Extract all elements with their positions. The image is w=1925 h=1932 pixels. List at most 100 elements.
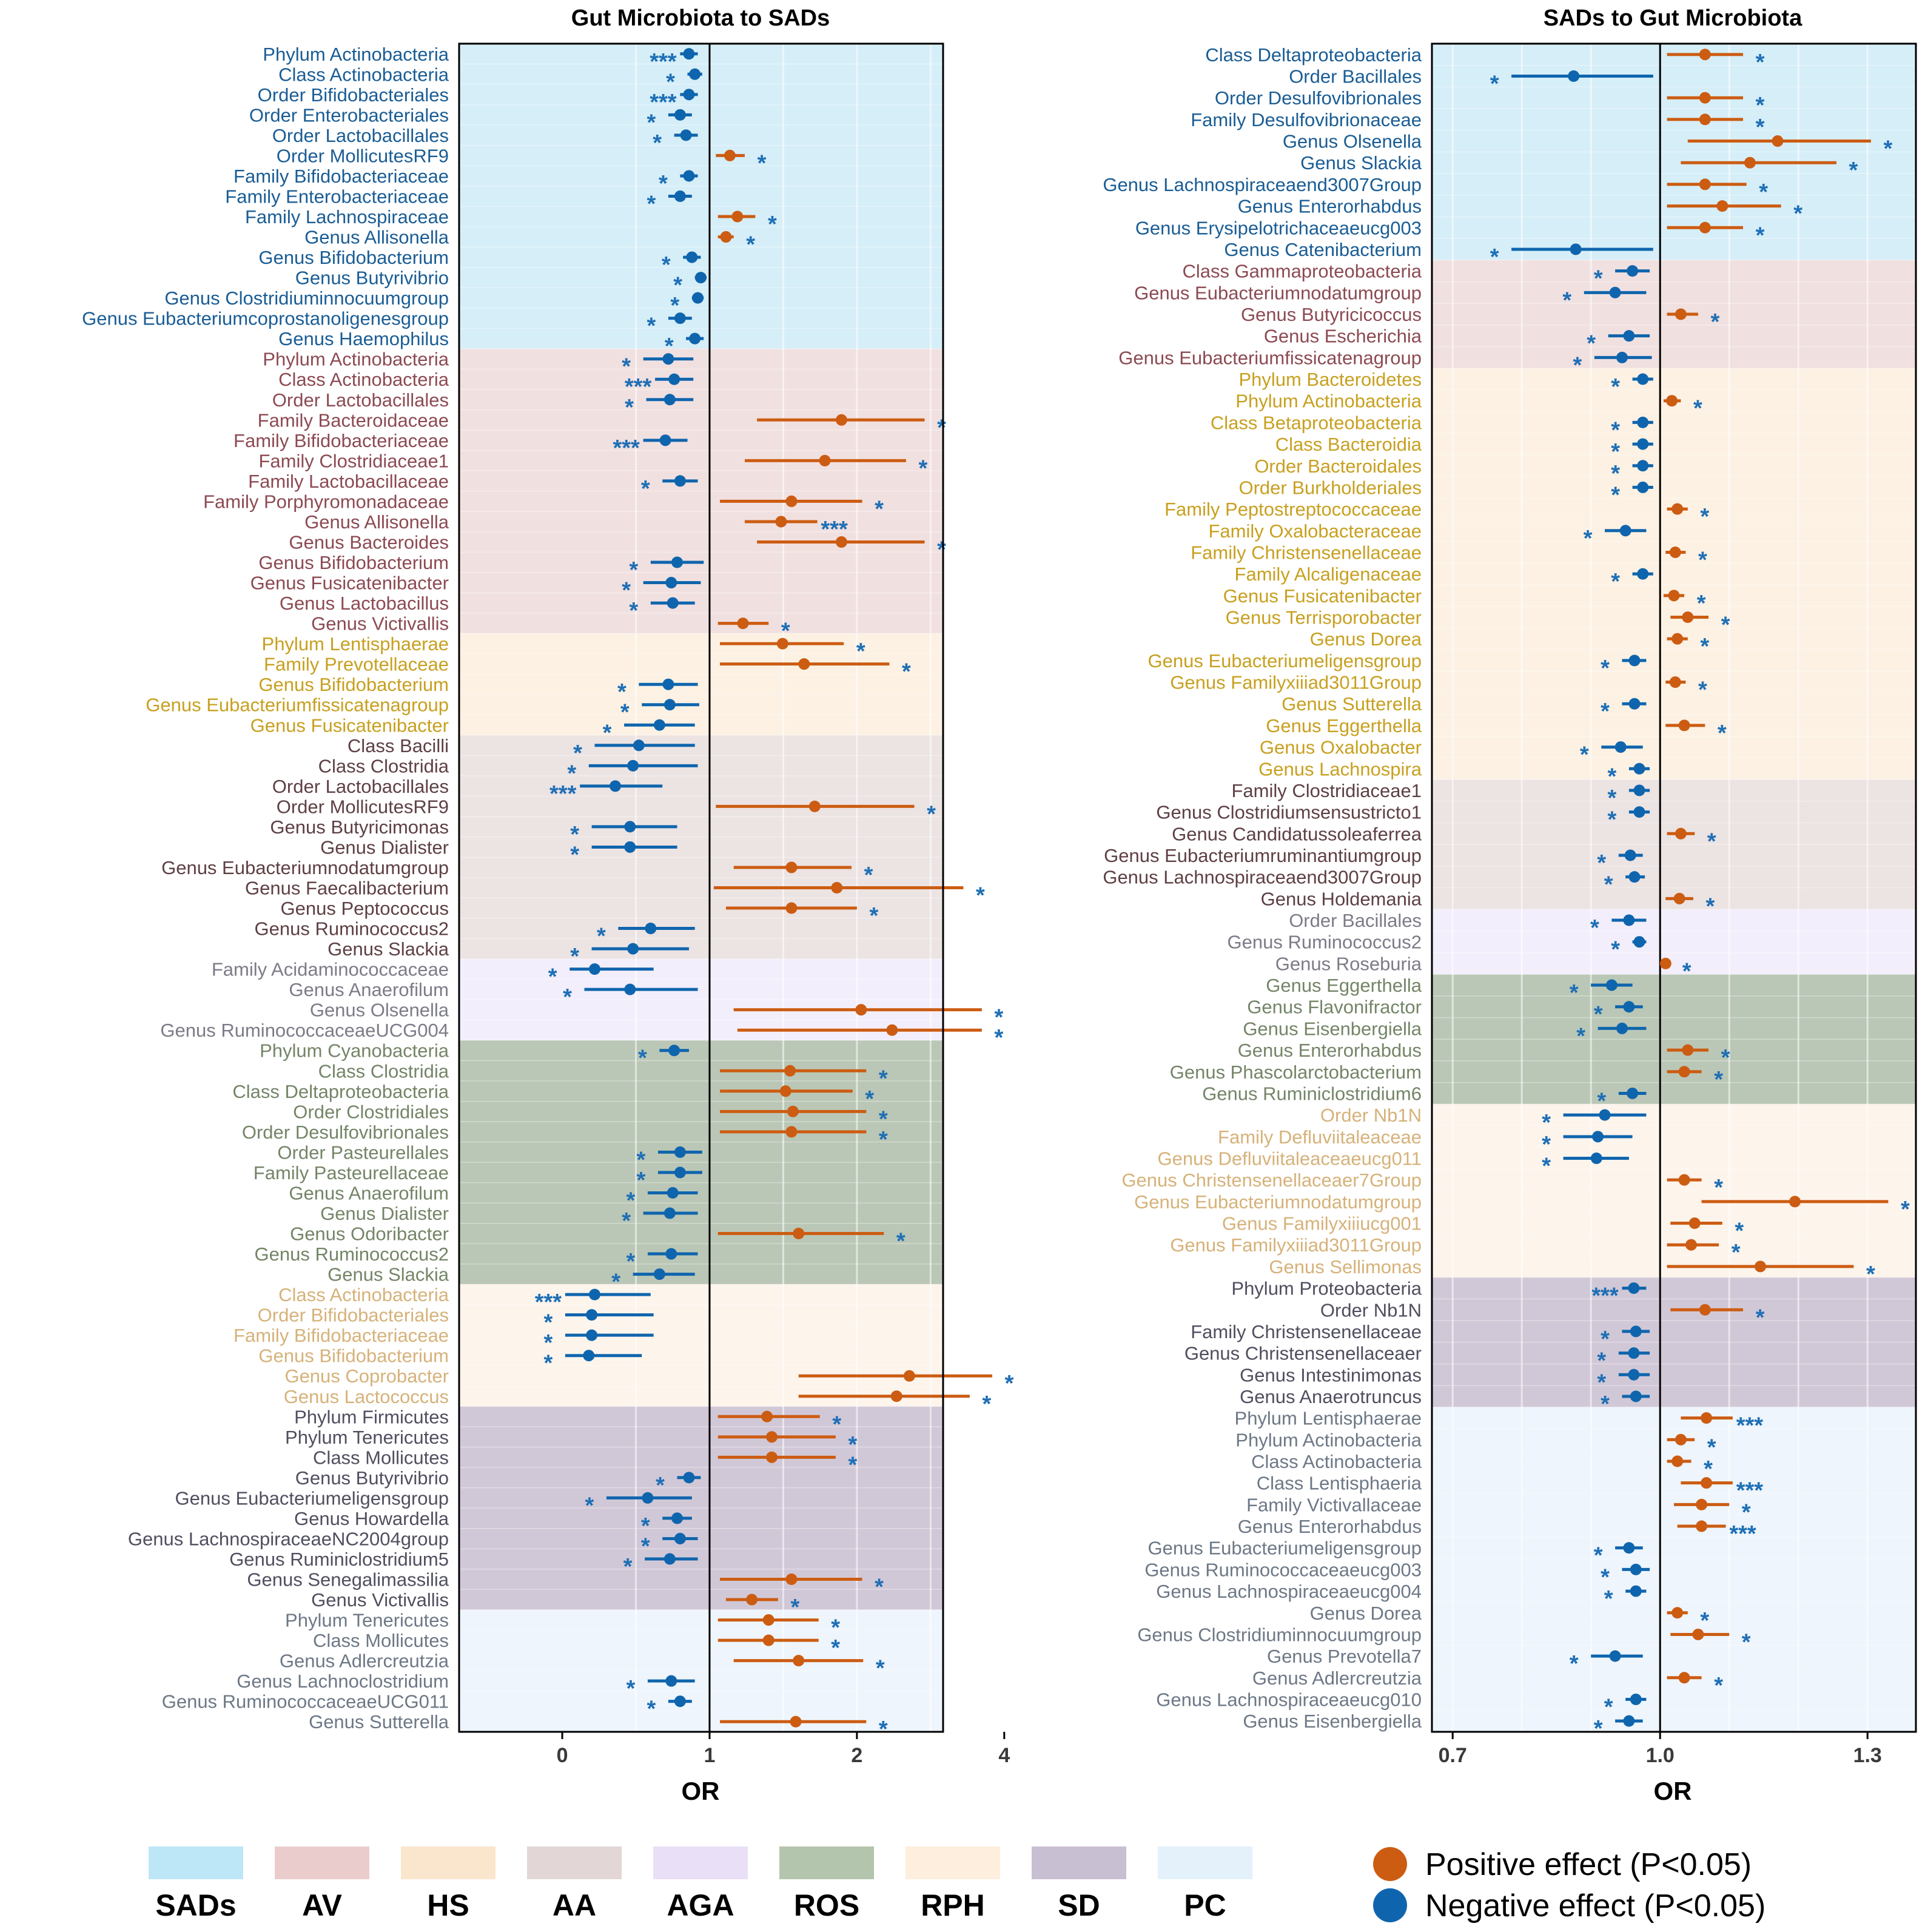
row-label: Class Actinobacteria	[278, 369, 449, 390]
point-estimate	[746, 1594, 758, 1606]
significance-marker: *	[1756, 223, 1765, 248]
significance-marker: *	[1608, 764, 1617, 789]
significance-marker: *	[1756, 1305, 1765, 1330]
significance-marker: *	[937, 415, 946, 440]
row-label: Genus Ruminiclostridium5	[229, 1549, 449, 1570]
point-estimate	[664, 699, 676, 711]
significance-marker: *	[548, 964, 557, 990]
significance-marker: *	[982, 1392, 991, 1417]
point-estimate	[1744, 157, 1756, 169]
significance-marker: *	[637, 1147, 646, 1173]
significance-marker: *	[1698, 678, 1707, 703]
point-estimate	[819, 454, 831, 466]
row-label: Order Lactobacillales	[272, 125, 449, 146]
band-ros	[1432, 974, 1916, 1105]
row-label: Genus Eubacteriumfissicatenagroup	[146, 695, 449, 716]
legend-label-sads: SADs	[155, 1888, 236, 1922]
legend-effect-label: Positive effect (P<0.05)	[1425, 1847, 1752, 1882]
band-aa	[459, 735, 943, 959]
legend-label-aa: AA	[553, 1888, 596, 1922]
significance-marker: *	[1711, 309, 1720, 335]
significance-marker: *	[665, 334, 674, 359]
significance-marker: *	[1594, 1002, 1603, 1028]
significance-marker: *	[1700, 634, 1709, 659]
row-label: Genus Lachnoclostridium	[237, 1671, 449, 1692]
row-label: Genus Victivallis	[311, 613, 449, 634]
point-estimate	[1678, 1174, 1690, 1186]
significance-marker: *	[790, 1595, 799, 1620]
significance-marker: *	[638, 1046, 647, 1071]
row-label: Genus Lactobacillus	[280, 593, 449, 614]
point-estimate	[1701, 1412, 1713, 1424]
point-estimate	[762, 1634, 774, 1646]
point-estimate	[1696, 1498, 1708, 1510]
point-estimate	[642, 1492, 654, 1504]
significance-marker: ***	[549, 781, 577, 807]
significance-marker: *	[1597, 850, 1606, 876]
significance-marker: ***	[1736, 1478, 1764, 1504]
row-label: Genus Oxalobacter	[1260, 737, 1422, 758]
significance-marker: *	[879, 1717, 888, 1742]
point-estimate	[674, 475, 686, 487]
band-sd	[459, 1406, 943, 1610]
significance-marker: *	[1597, 1348, 1606, 1374]
point-estimate	[1699, 221, 1711, 234]
point-estimate	[731, 210, 744, 223]
point-estimate	[1628, 698, 1641, 710]
significance-marker: *	[865, 1086, 874, 1112]
row-label: Genus Eubacteriumcoprostanoligenesgroup	[82, 308, 449, 329]
significance-marker: *	[1490, 244, 1499, 270]
x-axis-label: OR	[1654, 1777, 1692, 1805]
row-label: Family Acidaminococcaceae	[212, 959, 449, 980]
row-label: Phylum Actinobacteria	[263, 44, 449, 65]
row-label: Genus Eubacteriumnodatumgroup	[1134, 1191, 1422, 1213]
significance-marker: *	[896, 1229, 905, 1254]
point-estimate	[1628, 1368, 1640, 1381]
significance-marker: *	[1756, 115, 1765, 140]
significance-marker: *	[622, 354, 631, 380]
significance-marker: *	[1601, 1564, 1610, 1590]
x-tick-label: 4	[998, 1744, 1010, 1767]
significance-marker: *	[1793, 201, 1802, 227]
point-estimate	[1623, 1542, 1635, 1554]
row-label: Genus Eubacteriumfissicatenagroup	[1118, 347, 1422, 368]
band-rph	[459, 1284, 943, 1407]
point-estimate	[1599, 1109, 1611, 1121]
significance-marker: *	[848, 1432, 858, 1458]
point-estimate	[1637, 481, 1649, 493]
row-label: Family Enterobacteriaceae	[225, 186, 449, 207]
significance-marker: *	[647, 314, 656, 339]
significance-marker: *	[1866, 1262, 1875, 1287]
significance-marker: *	[656, 1473, 665, 1498]
significance-marker: *	[567, 761, 576, 786]
row-label: Genus Victivallis	[311, 1589, 449, 1611]
significance-marker: ***	[613, 436, 640, 461]
point-estimate	[1616, 1022, 1628, 1034]
row-label: Genus Lachnospiraceaeucg010	[1156, 1689, 1422, 1710]
x-tick-label: 2	[851, 1744, 862, 1767]
significance-marker: *	[662, 252, 671, 278]
row-label: Genus LachnospiraceaeNC2004group	[128, 1528, 449, 1549]
point-estimate	[785, 1126, 798, 1138]
significance-marker: *	[1884, 136, 1893, 162]
row-label: Genus Eggerthella	[1266, 715, 1422, 736]
row-label: Genus Butyricicoccus	[1241, 304, 1422, 325]
point-estimate	[1669, 546, 1681, 558]
significance-marker: *	[1570, 980, 1579, 1006]
point-estimate	[1755, 1261, 1766, 1273]
significance-marker: *	[1707, 829, 1716, 854]
band-sads	[459, 44, 943, 349]
point-estimate	[1671, 633, 1684, 645]
significance-marker: ***	[1729, 1521, 1756, 1547]
row-label: Phylum Actinobacteria	[1235, 391, 1422, 412]
significance-marker: *	[627, 1676, 636, 1701]
significance-marker: *	[585, 1493, 594, 1518]
point-estimate	[1633, 806, 1645, 818]
significance-marker: *	[544, 1310, 553, 1336]
point-estimate	[694, 272, 707, 284]
significance-marker: *	[1601, 656, 1610, 681]
row-label: Order Bifidobacteriales	[258, 84, 449, 106]
row-label: Class Mollicutes	[313, 1447, 449, 1468]
point-estimate	[1637, 568, 1649, 580]
